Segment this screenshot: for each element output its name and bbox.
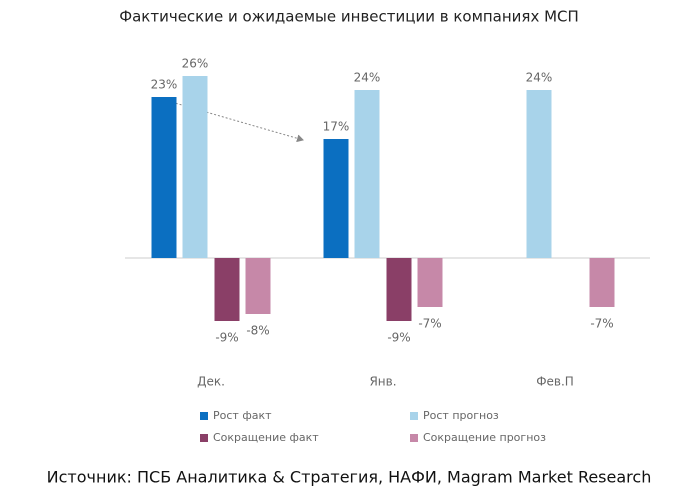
bar: [589, 258, 615, 307]
value-label: 26%: [182, 57, 209, 71]
legend-swatch: [410, 412, 418, 420]
bar: [214, 258, 240, 321]
value-label: -9%: [387, 331, 410, 345]
bar: [151, 97, 177, 258]
bar: [417, 258, 443, 307]
bar: [245, 258, 271, 314]
legend-swatch: [410, 434, 418, 442]
source: Источник: ПСБ Аналитика & Стратегия, НАФ…: [47, 468, 652, 487]
value-label: 17%: [323, 120, 350, 134]
value-label: -8%: [246, 324, 269, 338]
value-label: 24%: [526, 71, 553, 85]
value-label: -7%: [590, 317, 613, 331]
bar: [386, 258, 412, 321]
value-label: -7%: [418, 317, 441, 331]
x-tick-label: Янв.: [369, 375, 396, 389]
legend-swatch: [200, 434, 208, 442]
bar: [323, 139, 349, 258]
value-label: 24%: [354, 71, 381, 85]
legend-label: Рост прогноз: [423, 409, 499, 422]
legend-label: Рост факт: [213, 409, 272, 422]
bar: [526, 90, 552, 258]
trend-arrow: [167, 100, 304, 143]
x-tick-label: Дек.: [197, 375, 225, 389]
bar: [182, 76, 208, 258]
value-label: -9%: [215, 331, 238, 345]
legend-label: Сокращение факт: [213, 431, 319, 444]
x-tick-label: Фев.П: [536, 375, 574, 389]
bar: [354, 90, 380, 258]
legend-swatch: [200, 412, 208, 420]
legend-label: Сокращение прогноз: [423, 431, 546, 444]
value-label: 23%: [151, 78, 178, 92]
chart-title: Фактические и ожидаемые инвестиции в ком…: [119, 8, 579, 26]
